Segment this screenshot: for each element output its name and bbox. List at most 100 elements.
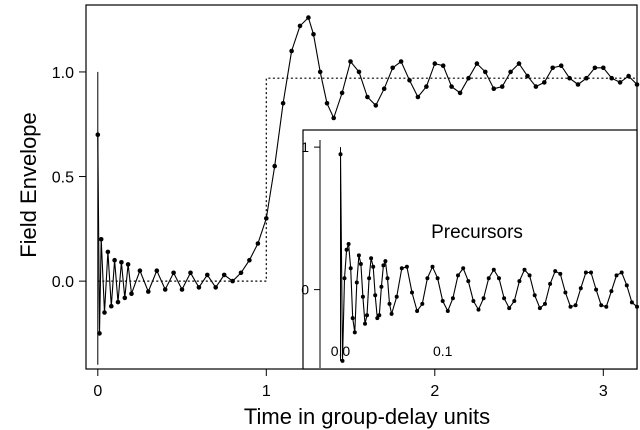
main-series-0-point	[162, 287, 168, 292]
main-series-0-point	[289, 48, 294, 54]
inset-series-0-point	[340, 358, 345, 363]
main-series-0-point	[112, 257, 117, 263]
main-series-0-point	[617, 80, 623, 85]
main-series-0-point	[154, 268, 160, 274]
inset-series-0-point	[352, 330, 357, 335]
main-series-0-point	[255, 241, 261, 246]
main-series-0-point	[415, 94, 421, 100]
inset-series-0-point	[583, 270, 588, 275]
inset-series-0-point	[430, 264, 435, 269]
main-series-0-point	[272, 163, 278, 169]
main-series-0-point	[466, 75, 471, 81]
main-series-0-point	[373, 103, 379, 108]
main-series-0-point	[115, 299, 121, 305]
inset-series-0-point	[573, 303, 578, 308]
main-series-0-point	[491, 86, 497, 91]
main-series-0-point	[230, 278, 235, 284]
main-series-0-point	[221, 272, 227, 278]
inset-series-0-point	[635, 304, 639, 309]
inset-series-0-point	[537, 306, 542, 311]
inset-series-0-point	[476, 307, 481, 312]
inset-series-0-point	[348, 266, 353, 271]
inset-series-0-point	[379, 284, 384, 289]
inset-series-0-point	[367, 276, 372, 281]
inset-series-0-point	[589, 270, 593, 275]
inset-series-0-point	[404, 264, 409, 269]
main-series-0-point	[592, 65, 598, 71]
inset-series-0-point	[619, 270, 624, 275]
main-series-0-point	[575, 82, 581, 87]
inset-series-0-point	[360, 294, 365, 299]
inset-series-0-point	[558, 271, 563, 276]
main-series-0-point	[558, 63, 564, 68]
main-series-0-point	[381, 86, 387, 91]
inset-series-0-point	[365, 313, 369, 318]
inset-series-0-point	[527, 273, 532, 278]
x-tick-label: 0	[93, 383, 102, 400]
inset-series-0-point	[532, 293, 537, 298]
inset-series-0-point	[609, 289, 614, 294]
inset-series-0-point	[415, 309, 420, 313]
inset-y-tick-label: 0	[301, 282, 309, 298]
inset-series-0-point	[375, 316, 380, 321]
main-series-0-point	[626, 73, 631, 79]
inset-series-0-point	[614, 273, 619, 278]
inset-series-0-point	[461, 266, 466, 271]
inset-series-0-point	[358, 262, 363, 266]
inset-series-0-point	[491, 267, 496, 272]
inset-series-0-point	[543, 301, 547, 306]
inset-series-0-point	[563, 290, 568, 295]
inset-annotation: Precursors	[431, 222, 523, 243]
main-series-0-point	[508, 69, 513, 75]
inset-series-0-point	[383, 259, 388, 264]
inset-series-0-point	[497, 276, 501, 281]
inset-series-0-point	[440, 299, 445, 303]
main-series-0-point	[205, 272, 210, 278]
main-series-0-point	[550, 65, 555, 71]
y-tick-label: 0.0	[52, 274, 74, 291]
main-series-0-point	[407, 78, 412, 83]
main-series-0-point	[390, 65, 396, 71]
main-series-0-point	[398, 59, 404, 64]
main-series-0-point	[317, 69, 323, 75]
inset-series-0-point	[578, 286, 583, 291]
inset-series-0-point	[420, 301, 425, 306]
inset-series-0-point	[435, 276, 440, 281]
inset-series-0-point	[629, 300, 634, 305]
inset-series-0-point	[356, 253, 361, 258]
y-axis-label: Field Envelope	[16, 112, 41, 258]
x-axis-label: Time in group-delay units	[244, 404, 490, 429]
main-series-0-point	[356, 69, 362, 75]
inset-series-0-point	[522, 267, 527, 272]
main-series-0-point	[109, 303, 114, 309]
inset-series-0-point	[604, 304, 609, 309]
inset-x-tick-label: 0.1	[433, 343, 453, 359]
inset-series-0-point	[342, 276, 347, 281]
inset-series-0-point	[369, 256, 374, 261]
main-chart: 0 1 2 3 0.0 0.5 1.0	[52, 4, 640, 400]
y-tick-label: 1.0	[52, 65, 74, 82]
main-series-0-point	[601, 65, 606, 71]
main-series-0-point	[247, 257, 252, 263]
inset-chart: 0 1 0.0 0.1	[301, 129, 639, 370]
main-series-0-point	[584, 75, 589, 81]
inset-series-0-point	[373, 293, 378, 298]
inset-series-0-point	[481, 296, 486, 301]
inset-series-0-point	[387, 301, 392, 306]
inset-series-0-point	[344, 247, 349, 252]
main-series-0-point	[97, 331, 102, 336]
main-series-0-point	[424, 84, 429, 89]
main-series-0-point	[567, 75, 572, 81]
inset-series-0-point	[354, 280, 359, 285]
inset-series-0-point	[624, 283, 629, 288]
inset-series-0-point	[450, 296, 455, 301]
main-series-0-point	[102, 310, 107, 315]
main-series-0-point	[137, 268, 143, 274]
main-series-0-point	[339, 90, 345, 96]
main-series-0-point	[432, 61, 438, 66]
inset-series-0-point	[466, 279, 471, 284]
main-series-0-point	[525, 73, 530, 79]
inset-series-0-point	[363, 321, 367, 326]
inset-series-0-point	[599, 303, 604, 308]
inset-series-0-point	[507, 306, 512, 311]
